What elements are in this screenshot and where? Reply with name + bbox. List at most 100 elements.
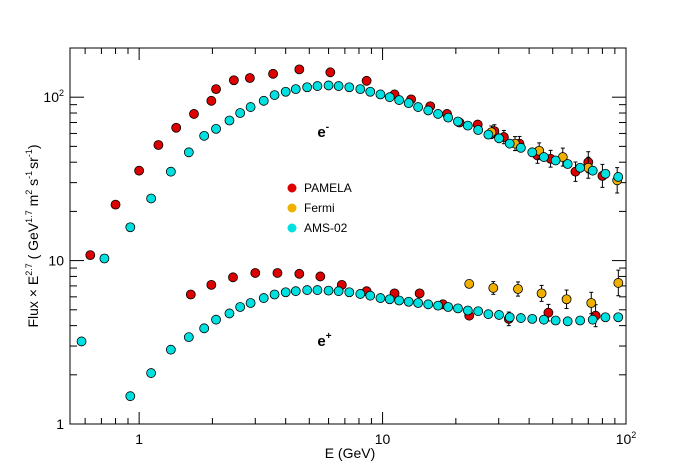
legend-label: Fermi <box>304 201 335 215</box>
data-point-ams-02 <box>235 108 246 118</box>
data-point-ams-02 <box>344 287 355 298</box>
data-point-pamela <box>189 109 199 119</box>
data-point-ams-02 <box>443 112 454 123</box>
data-point-pamela <box>206 280 217 290</box>
data-point-ams-02 <box>199 130 210 141</box>
data-point-ams-02 <box>613 172 624 182</box>
data-point-ams-02 <box>403 296 414 307</box>
data-point-fermi <box>613 278 624 288</box>
data-point-ams-02 <box>562 316 573 327</box>
data-point-ams-02 <box>146 193 157 204</box>
data-point-ams-02 <box>165 344 176 355</box>
data-point-ams-02 <box>245 102 256 112</box>
data-point-ams-02 <box>483 129 494 140</box>
data-point-ams-02 <box>413 298 424 308</box>
data-point-ams-02 <box>515 313 526 323</box>
data-point-pamela <box>543 307 554 318</box>
data-point-pamela <box>228 75 239 86</box>
data-point-fermi <box>464 279 475 289</box>
data-point-ams-02 <box>515 142 526 153</box>
legend-marker <box>287 183 297 193</box>
data-point-pamela <box>268 68 278 79</box>
legend: PAMELA Fermi AMS-02 <box>287 181 352 235</box>
data-point-pamela <box>153 140 164 150</box>
data-point-ams-02 <box>384 92 395 103</box>
data-point-ams-02 <box>312 285 323 295</box>
data-point-ams-02 <box>224 115 235 126</box>
data-point-ams-02 <box>165 166 176 177</box>
data-point-ams-02 <box>211 123 221 134</box>
data-point-ams-02 <box>527 313 538 324</box>
data-point-ams-02 <box>473 306 484 317</box>
data-point-ams-02 <box>473 125 484 135</box>
data-point-fermi <box>488 283 499 293</box>
data-point-ams-02 <box>333 81 344 91</box>
data-point-ams-02 <box>443 302 454 312</box>
data-point-ams-02 <box>344 82 355 93</box>
data-point-fermi <box>586 298 597 308</box>
data-point-pamela <box>134 165 145 176</box>
data-point-ams-02 <box>280 287 291 298</box>
x-tick-label: 102 <box>616 430 637 447</box>
data-point-pamela <box>185 289 196 300</box>
data-point-ams-02 <box>539 152 549 162</box>
data-point-ams-02 <box>269 90 280 100</box>
data-point-ams-02 <box>323 285 334 296</box>
data-point-ams-02 <box>575 162 586 173</box>
data-point-ams-02 <box>183 147 194 158</box>
data-point-ams-02 <box>290 286 301 297</box>
particle-label: e+ <box>317 331 331 350</box>
data-point-ams-02 <box>413 102 424 112</box>
data-point-ams-02 <box>258 293 269 303</box>
data-point-ams-02 <box>76 336 87 347</box>
data-point-ams-02 <box>600 168 611 179</box>
data-point-ams-02 <box>462 120 473 131</box>
data-point-ams-02 <box>433 300 443 311</box>
data-point-ams-02 <box>245 298 256 308</box>
data-point-ams-02 <box>258 95 269 106</box>
data-point-ams-02 <box>323 80 334 91</box>
data-point-ams-02 <box>550 155 561 166</box>
data-point-pamela <box>250 268 261 278</box>
data-point-ams-02 <box>575 315 586 326</box>
data-point-pamela <box>414 288 425 299</box>
data-point-pamela <box>294 64 305 75</box>
data-point-ams-02 <box>375 293 386 303</box>
data-point-pamela <box>228 272 238 283</box>
data-point-ams-02 <box>494 133 504 144</box>
data-point-ams-02 <box>562 159 573 169</box>
data-point-ams-02 <box>99 253 110 264</box>
legend-label: PAMELA <box>304 181 352 195</box>
data-point-ams-02 <box>269 289 280 300</box>
data-point-ams-02 <box>453 116 463 127</box>
data-point-pamela <box>206 95 217 106</box>
data-point-ams-02 <box>365 86 376 97</box>
data-point-ams-02 <box>453 303 463 314</box>
data-point-ams-02 <box>183 332 194 343</box>
data-point-pamela <box>315 271 326 282</box>
data-point-ams-02 <box>375 89 386 100</box>
data-point-ams-02 <box>394 95 405 105</box>
data-point-ams-02 <box>494 310 504 320</box>
data-point-ams-02 <box>355 289 366 299</box>
plot-area <box>69 47 627 425</box>
data-point-ams-02 <box>403 98 414 109</box>
data-point-ams-02 <box>125 222 136 233</box>
data-point-ams-02 <box>613 312 624 323</box>
data-point-ams-02 <box>384 294 395 305</box>
particle-label: e- <box>317 122 329 141</box>
data-point-ams-02 <box>312 81 323 91</box>
data-point-ams-02 <box>423 299 434 310</box>
data-point-ams-02 <box>199 323 210 334</box>
data-point-ams-02 <box>587 314 598 325</box>
data-point-fermi <box>536 288 547 299</box>
data-point-ams-02 <box>365 290 376 301</box>
data-point-ams-02 <box>125 391 136 402</box>
data-markers <box>76 64 624 402</box>
data-point-pamela <box>361 75 372 86</box>
data-point-ams-02 <box>211 314 221 325</box>
legend-marker <box>287 223 297 233</box>
data-point-pamela <box>244 73 255 83</box>
data-point-ams-02 <box>333 286 344 297</box>
